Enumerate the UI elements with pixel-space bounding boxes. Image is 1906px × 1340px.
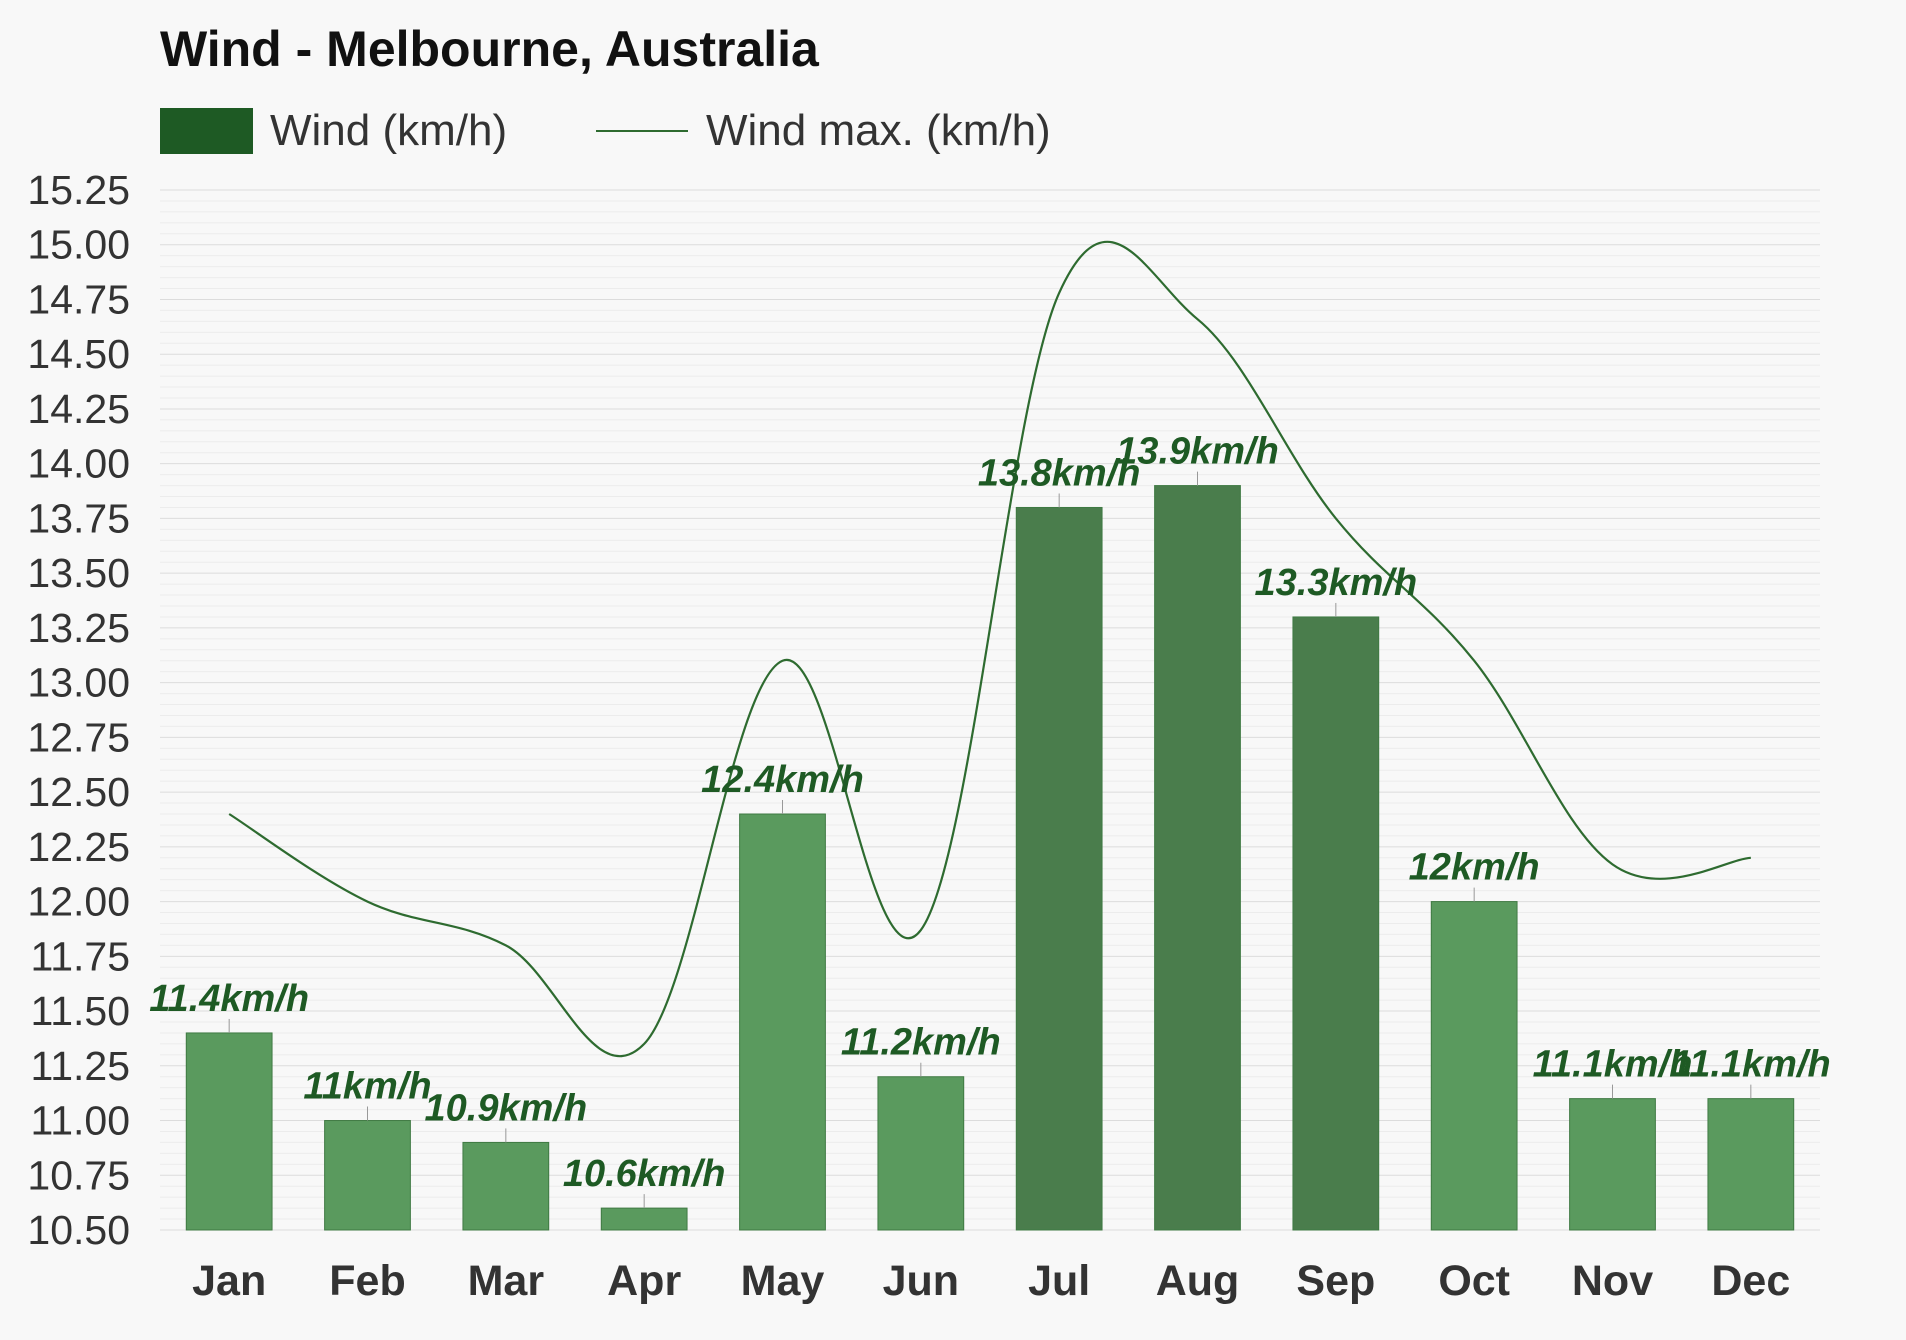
legend: Wind (km/h) Wind max. (km/h) — [160, 106, 1051, 155]
y-tick-label: 12.50 — [27, 769, 130, 815]
bars — [185, 471, 1795, 1231]
grid-lines — [160, 189, 1820, 1231]
wind-bar-oct — [1430, 901, 1518, 1231]
data-label-sep: 13.3km/h — [1255, 562, 1418, 604]
y-axis: 10.50 10.75 11.00 11.25 11.50 11.75 12.00 12.25… — [27, 167, 130, 1253]
wind-max-line-path — [228, 240, 1751, 1058]
data-label-jul: 13.8km/h — [978, 452, 1141, 494]
data-label-feb: 11km/h — [303, 1066, 431, 1108]
y-tick-label: 10.50 — [27, 1207, 130, 1253]
y-tick-label: 12.00 — [27, 879, 130, 925]
wind-bar-jun — [877, 1076, 965, 1231]
data-label-jun: 11.2km/h — [841, 1022, 1001, 1064]
data-label-apr: 10.6km/h — [563, 1153, 726, 1195]
y-tick-label: 11.25 — [30, 1043, 130, 1089]
legend-wind-max-label: Wind max. (km/h) — [706, 106, 1051, 155]
wind-bar-aug — [1154, 485, 1241, 1231]
data-label-jan: 11.4km/h — [149, 978, 309, 1020]
y-tick-label: 15.00 — [27, 222, 130, 268]
wind-bar-mar — [462, 1141, 550, 1231]
legend-wind-label: Wind (km/h) — [270, 106, 507, 155]
y-tick-label: 11.00 — [30, 1098, 130, 1144]
wind-max-line — [228, 240, 1751, 1058]
x-tick-label: Dec — [1711, 1257, 1790, 1305]
x-tick-label: Jan — [192, 1257, 266, 1305]
x-tick-label: Feb — [329, 1257, 405, 1305]
wind-bar-apr — [600, 1207, 688, 1231]
wind-bar-nov — [1569, 1098, 1656, 1231]
y-tick-label: 13.25 — [27, 605, 130, 651]
data-label-nov: 11.1km/h — [1533, 1044, 1693, 1086]
x-tick-label: Oct — [1438, 1257, 1510, 1305]
data-label-aug: 13.9km/h — [1116, 431, 1279, 473]
y-tick-label: 14.00 — [27, 441, 130, 487]
y-tick-label: 11.50 — [30, 988, 130, 1034]
x-tick-label: Aug — [1156, 1257, 1240, 1305]
wind-bar-may — [739, 813, 826, 1231]
chart-title: Wind - Melbourne, Australia — [160, 21, 820, 77]
y-tick-label: 10.75 — [27, 1152, 130, 1198]
wind-bar-dec — [1707, 1098, 1795, 1231]
x-tick-label: Sep — [1296, 1257, 1375, 1305]
x-tick-label: Mar — [468, 1257, 545, 1305]
y-tick-label: 14.25 — [27, 386, 130, 432]
y-tick-label: 13.75 — [27, 495, 130, 541]
wind-bar-jan — [185, 1032, 273, 1231]
y-tick-label: 13.50 — [27, 550, 130, 596]
y-tick-label: 15.25 — [27, 167, 130, 213]
wind-bar-jul — [1015, 506, 1103, 1231]
x-tick-label: Nov — [1572, 1257, 1653, 1305]
x-axis: Jan Feb Mar Apr May Jun Jul Aug Sep Oct Nov Dec — [192, 1257, 1790, 1305]
x-tick-label: Jun — [883, 1257, 959, 1305]
data-label-mar: 10.9km/h — [425, 1087, 588, 1129]
y-tick-label: 12.75 — [27, 714, 130, 760]
y-tick-label: 13.00 — [27, 660, 130, 706]
legend-wind-swatch — [160, 108, 253, 154]
y-tick-label: 14.75 — [27, 276, 130, 322]
y-tick-label: 12.25 — [27, 824, 130, 870]
x-tick-label: May — [741, 1257, 825, 1305]
x-tick-label: Jul — [1028, 1257, 1090, 1305]
wind-bar-feb — [324, 1120, 411, 1231]
wind-bar-sep — [1292, 616, 1380, 1231]
data-labels: 11.4km/h 11km/h10.9km/h 10.6km/h 12.4km/h 11… — [149, 431, 1831, 1196]
y-tick-label: 14.50 — [27, 331, 130, 377]
data-label-may: 12.4km/h — [701, 759, 864, 801]
data-label-dec: 11.1km/h — [1671, 1044, 1831, 1086]
data-label-oct: 12km/h — [1409, 847, 1540, 889]
y-tick-label: 11.75 — [30, 933, 130, 979]
x-tick-label: Apr — [607, 1257, 681, 1305]
